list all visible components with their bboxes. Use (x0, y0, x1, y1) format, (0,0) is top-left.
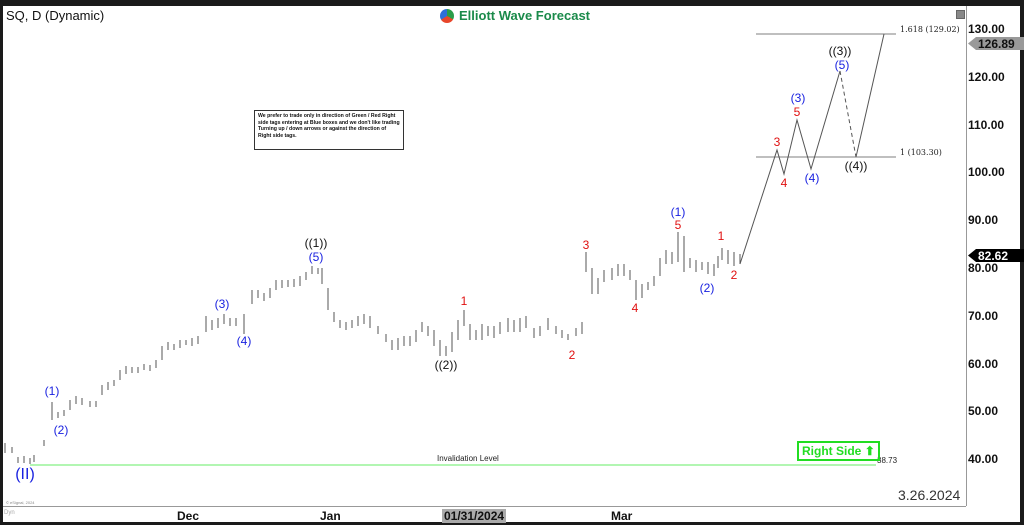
time-label-mar: Mar (611, 509, 633, 523)
proj-label-W4: ((4)) (844, 159, 868, 173)
proj-label-blue-4: (4) (804, 171, 820, 185)
proj-label-4: 4 (780, 176, 788, 190)
brand-logo-icon (440, 8, 454, 23)
window-icon[interactable] (956, 10, 965, 19)
price-axis-line (966, 6, 967, 506)
target-price-tag: 126.89 (968, 37, 1024, 50)
wave-label-2: (2) (53, 423, 69, 437)
fib-1618-label: 1.618 (129.02) (900, 25, 960, 34)
wave-label-red-2b: 2 (730, 268, 738, 282)
time-label-jan: Jan (320, 509, 341, 523)
proj-label-W3: ((3)) (828, 44, 852, 58)
projection-path (739, 33, 885, 265)
wave-label-red-2: 2 (568, 348, 576, 362)
wave-label-blue-1: (1) (670, 205, 686, 219)
trading-note: We prefer to trade only in direction of … (254, 110, 404, 150)
price-tick: 70.00 (968, 309, 999, 323)
time-axis-line (3, 506, 966, 507)
wave-label-W1: ((1)) (304, 236, 328, 250)
wave-label-5: (5) (308, 250, 324, 264)
price-tick: 50.00 (968, 404, 999, 418)
wave-label-red-1: 1 (460, 294, 468, 308)
proj-label-5: 5 (793, 105, 801, 119)
price-tick: 60.00 (968, 357, 999, 371)
price-tick: 100.00 (968, 165, 1005, 179)
wave-label-W2: ((2)) (434, 358, 458, 372)
time-label-dec: Dec (177, 509, 200, 523)
brand-name: Elliott Wave Forecast (459, 8, 590, 23)
chart-frame (3, 6, 1020, 522)
last-price-tag: 82.62 (968, 249, 1024, 262)
wave-label-red-4: 4 (631, 301, 639, 315)
date-stamp: 3.26.2024 (898, 487, 961, 503)
brand: Elliott Wave Forecast (440, 8, 590, 23)
price-tick: 130.00 (968, 22, 1005, 36)
price-tick: 40.00 (968, 452, 999, 466)
wave-label-II: (II) (15, 466, 35, 483)
proj-label-blue-5: (5) (834, 58, 850, 72)
right-side-label: Right Side (802, 444, 862, 458)
price-tick: 110.00 (968, 118, 1005, 132)
right-side-tag: Right Side ⬆ (797, 441, 880, 461)
wave-label-red-5: 5 (674, 218, 682, 232)
wave-label-1: (1) (44, 384, 60, 398)
arrow-up-icon: ⬆ (864, 444, 875, 458)
price-tick: 120.00 (968, 70, 1005, 84)
invalidation-value: 38.73 (877, 456, 898, 465)
price-tick: 90.00 (968, 213, 999, 227)
invalidation-label: Invalidation Level (437, 454, 499, 463)
ohlc-bars (4, 232, 741, 464)
dynamic-mode-toggle[interactable]: Dyn (4, 510, 15, 516)
wave-label-4: (4) (236, 334, 252, 348)
time-label-cursor-date: 01/31/2024 (442, 509, 507, 523)
wave-label-red-3: 3 (582, 238, 590, 252)
proj-label-3: 3 (773, 135, 781, 149)
price-tick: 80.00 (968, 261, 999, 275)
fib-1-label: 1 (103.30) (900, 148, 942, 157)
copyright: © eSignal, 2024 (6, 500, 35, 505)
wave-label-3: (3) (214, 297, 230, 311)
wave-label-blue-2: (2) (699, 281, 715, 295)
proj-label-blue-3: (3) (790, 91, 806, 105)
wave-label-red-1b: 1 (717, 229, 725, 243)
chart-title: SQ, D (Dynamic) (6, 8, 105, 23)
